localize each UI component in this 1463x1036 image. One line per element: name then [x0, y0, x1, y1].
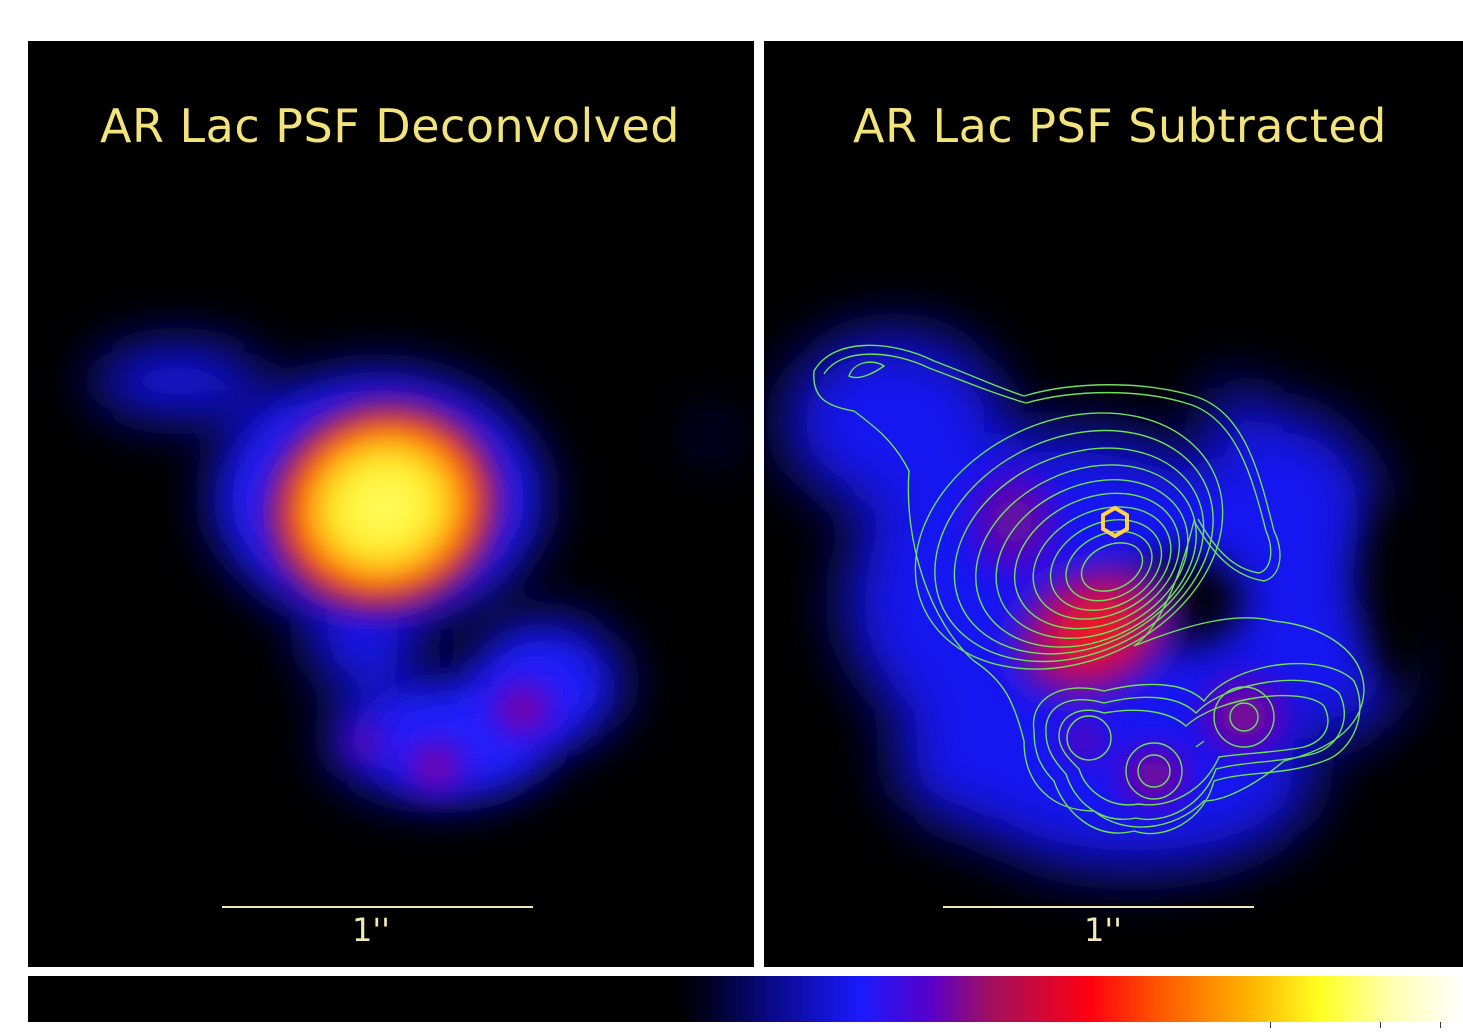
panel-psf-subtracted: AR Lac PSF Subtracted 1'': [764, 41, 1463, 967]
colorbar-tick: [1380, 1022, 1381, 1028]
scale-bar-label: 1'': [1084, 911, 1122, 949]
colorbar-tick: [1440, 1022, 1441, 1028]
deconvolved-xray-image: [93, 345, 727, 798]
source-position-marker-icon: [1101, 505, 1129, 539]
scale-bar: [943, 906, 1254, 908]
panel-title: AR Lac PSF Subtracted: [853, 99, 1387, 153]
colorbar-tick: [1270, 1022, 1271, 1028]
subtracted-xray-image: [784, 331, 1444, 871]
scale-bar: [222, 906, 533, 908]
radio-contours: [813, 344, 1365, 835]
colorbar: [28, 976, 1463, 1022]
panel-title: AR Lac PSF Deconvolved: [100, 99, 680, 153]
scale-bar-label: 1'': [352, 911, 390, 949]
panel-psf-deconvolved: AR Lac PSF Deconvolved 1'': [28, 41, 754, 967]
